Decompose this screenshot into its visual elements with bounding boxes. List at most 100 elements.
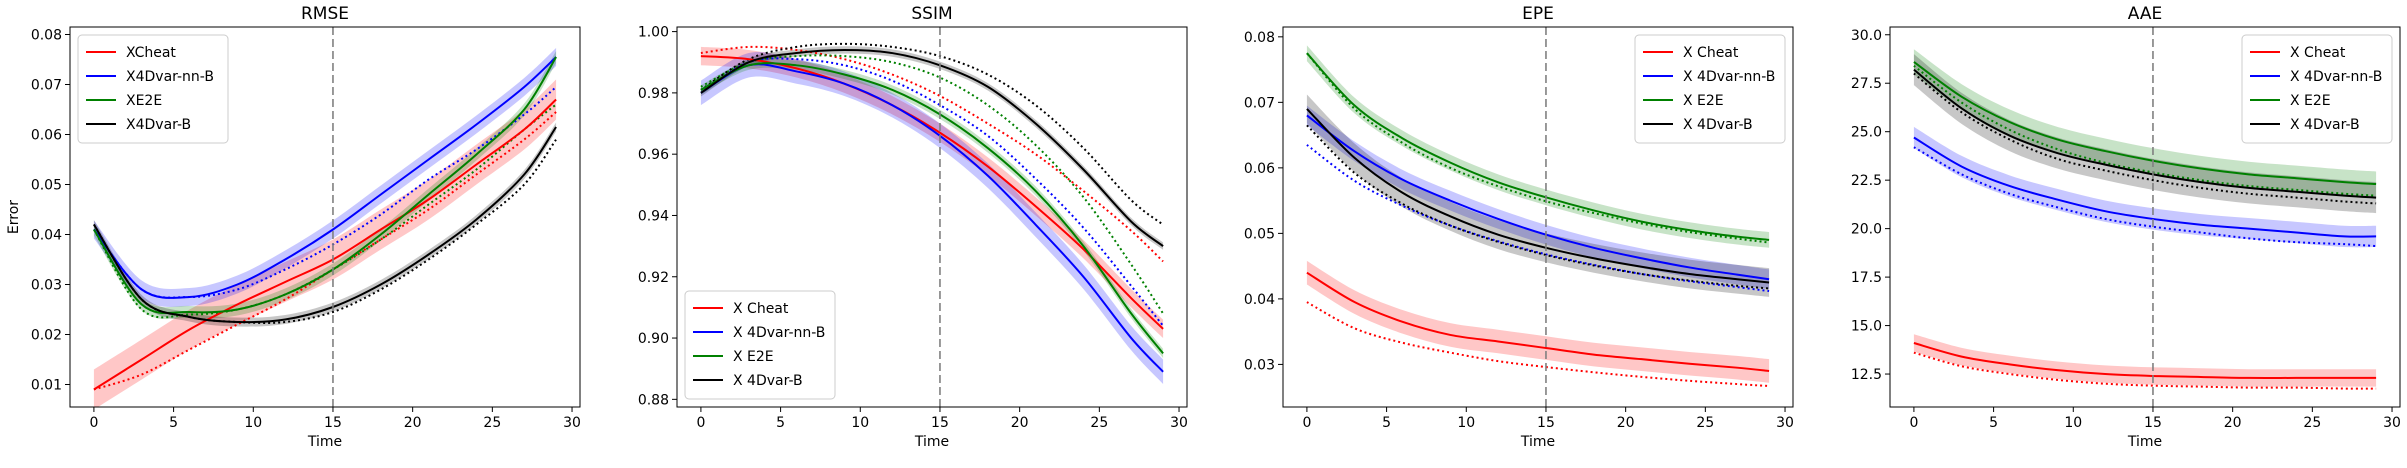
chart-title: EPE <box>1522 4 1554 24</box>
x-tick-label: 20 <box>1011 415 1029 431</box>
y-tick-label: 0.05 <box>31 178 62 194</box>
y-tick-label: 0.07 <box>1244 95 1275 111</box>
y-tick-label: 0.07 <box>31 78 62 94</box>
x-tick-label: 5 <box>1989 415 1998 431</box>
legend-entry: X E2E <box>2290 93 2331 109</box>
panel-aae: 0 5 10 15 20 25 30 12.5 15.0 17.5 20.0 22.5 25.0 27.5… <box>1851 4 2401 450</box>
y-tick-label: 30.0 <box>1851 28 1882 44</box>
legend: X Cheat X 4Dvar-nn-B X E2E X 4Dvar-B <box>2241 34 2393 144</box>
x-tick-label: 25 <box>2303 415 2321 431</box>
x-tick-label: 20 <box>404 415 422 431</box>
y-tick-label: 0.01 <box>31 378 62 394</box>
panel-ssim: 0 5 10 15 20 25 30 0.88 0.90 0.92 0.94 0.96 0.98 1.00… <box>638 4 1188 450</box>
y-tick-label: 1.00 <box>638 25 669 41</box>
axes-frame <box>676 26 1188 408</box>
legend-entry: X4Dvar-nn-B <box>126 69 214 85</box>
y-tick-label: 0.96 <box>638 147 669 163</box>
series-line <box>700 48 1164 247</box>
series-dotted-line <box>700 54 1164 315</box>
legend-entry: X Cheat <box>733 301 789 317</box>
chart-title: SSIM <box>911 4 952 24</box>
series-line <box>700 55 1164 330</box>
confidence-band <box>1306 105 1770 290</box>
series-dotted-line <box>700 57 1164 327</box>
y-tick-label: 0.06 <box>1244 161 1275 177</box>
x-tick-label: 10 <box>244 415 262 431</box>
chart-title: RMSE <box>301 4 349 24</box>
y-axis-label: Error <box>6 200 22 234</box>
x-tick-label: 15 <box>2144 415 2162 431</box>
confidence-band <box>1306 260 1770 383</box>
legend-entry: X E2E <box>733 349 774 365</box>
series-dotted-line <box>700 45 1164 263</box>
y-tick-label: 0.08 <box>1244 30 1275 46</box>
y-tick-label: 25.0 <box>1851 125 1882 141</box>
x-tick-label: 15 <box>1537 415 1555 431</box>
plot-area <box>1913 27 2377 407</box>
x-tick-label: 10 <box>2064 415 2082 431</box>
confidence-band <box>1306 45 1770 248</box>
confidence-band <box>700 52 1164 385</box>
x-tick-label: 10 <box>851 415 869 431</box>
x-tick-label: 30 <box>1170 415 1188 431</box>
legend-entry: X 4Dvar-nn-B <box>1683 69 1775 85</box>
series-dotted-line <box>1306 124 1770 290</box>
x-tick-label: 25 <box>483 415 501 431</box>
x-tick-label: 30 <box>1776 415 1794 431</box>
legend-entry: XCheat <box>126 45 176 61</box>
x-tick-label: 0 <box>696 415 705 431</box>
x-tick-label: 0 <box>89 415 98 431</box>
x-axis-label: Time <box>914 434 949 450</box>
legend-box <box>684 290 836 400</box>
y-tick-label: 0.98 <box>638 86 669 102</box>
x-tick-label: 5 <box>1382 415 1391 431</box>
x-axis-label: Time <box>307 434 342 450</box>
y-tick-label: 27.5 <box>1851 76 1882 92</box>
x-tick-label: 30 <box>2383 415 2401 431</box>
y-tick-label: 0.94 <box>638 208 669 224</box>
confidence-band <box>1306 94 1770 297</box>
chart-title: AAE <box>2128 4 2162 24</box>
y-tick-label: 22.5 <box>1851 173 1882 189</box>
x-axis-label: Time <box>2127 434 2162 450</box>
legend-box <box>1634 34 1786 144</box>
legend-entry: X E2E <box>1683 93 1724 109</box>
legend: X Cheat X 4Dvar-nn-B X E2E X 4Dvar-B <box>1634 34 1786 144</box>
y-tick-label: 0.06 <box>31 128 62 144</box>
y-tick-label: 12.5 <box>1851 367 1882 383</box>
confidence-band <box>1913 334 2377 387</box>
series-dotted-line <box>1913 351 2377 390</box>
plot-area <box>93 27 557 407</box>
confidence-band <box>93 48 557 307</box>
x-tick-label: 20 <box>1617 415 1635 431</box>
legend-entry: XE2E <box>126 93 162 109</box>
y-tick-label: 0.08 <box>31 28 62 44</box>
x-tick-label: 10 <box>1457 415 1475 431</box>
y-tick-label: 0.05 <box>1244 226 1275 242</box>
axes-frame <box>1889 26 2401 408</box>
y-tick-label: 0.88 <box>638 392 669 408</box>
x-tick-label: 25 <box>1696 415 1714 431</box>
series-line <box>1306 271 1770 372</box>
legend-entry: X 4Dvar-B <box>733 373 803 389</box>
y-tick-label: 0.03 <box>1244 357 1275 373</box>
x-tick-label: 25 <box>1090 415 1108 431</box>
x-tick-label: 30 <box>563 415 581 431</box>
y-tick-label: 0.92 <box>638 270 669 286</box>
series-line <box>1913 136 2377 238</box>
y-tick-label: 0.90 <box>638 331 669 347</box>
x-tick-label: 5 <box>776 415 785 431</box>
x-tick-label: 20 <box>2224 415 2242 431</box>
x-tick-label: 15 <box>931 415 949 431</box>
legend-entry: X Cheat <box>2290 45 2346 61</box>
series-line <box>700 63 1164 373</box>
x-tick-label: 5 <box>169 415 178 431</box>
legend: XCheat X4Dvar-nn-B XE2E X4Dvar-B <box>77 34 229 144</box>
plot-area <box>1306 27 1770 407</box>
legend-entry: X 4Dvar-nn-B <box>733 325 825 341</box>
x-axis-label: Time <box>1520 434 1555 450</box>
x-tick-label: 0 <box>1302 415 1311 431</box>
panel-epe: 0 5 10 15 20 25 30 0.03 0.04 0.05 0.06 0.07 0.08 EPE T… <box>1244 4 1794 450</box>
series-dotted-line <box>1913 146 2377 248</box>
